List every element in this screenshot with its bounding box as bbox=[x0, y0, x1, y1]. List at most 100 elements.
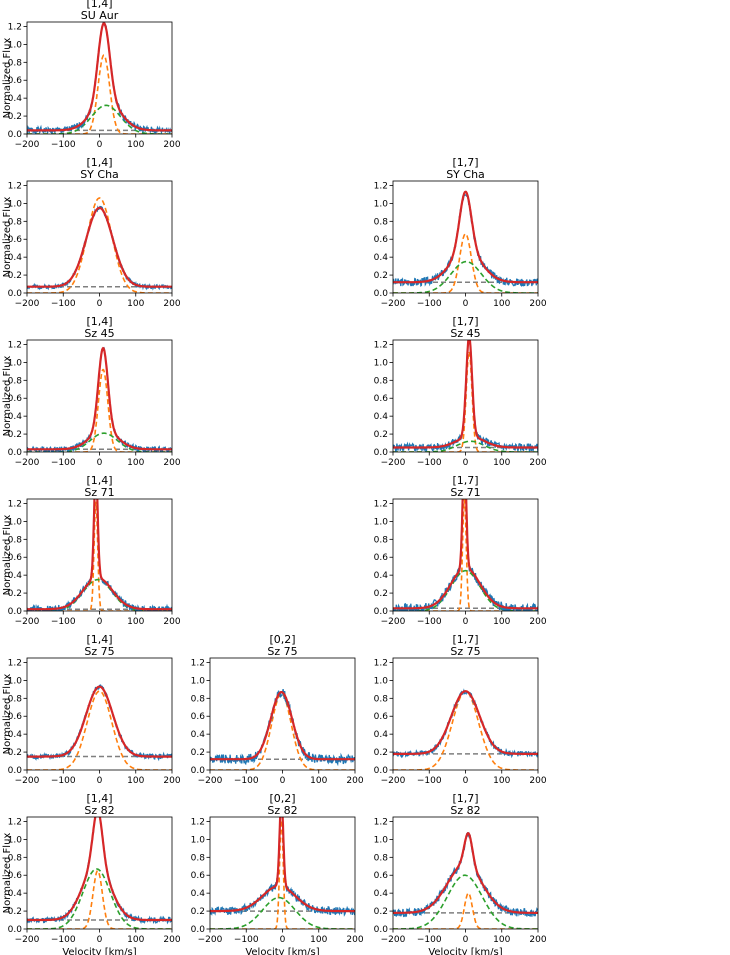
subplot-title: [1,4] bbox=[86, 315, 112, 328]
total-fit-line bbox=[393, 340, 538, 449]
y-axis-label: Normalized Flux bbox=[2, 197, 13, 278]
subplot-10: [1,4]Sz 82 −200 −100 0 100 200 0.0 0.2 0.4 0.6 0.8… bbox=[2, 792, 181, 955]
subplot-title: [0,2] bbox=[269, 633, 295, 646]
x-axis-label: Velocity [km/s] bbox=[245, 947, 319, 955]
broad-component bbox=[393, 569, 538, 611]
y-tick-label: 0.8 bbox=[8, 376, 23, 386]
y-tick-label: 0.4 bbox=[8, 889, 23, 899]
x-tick-label: 100 bbox=[127, 140, 144, 150]
x-tick-label: −200 bbox=[15, 935, 40, 945]
total-fit-line bbox=[210, 691, 355, 761]
y-tick-label: 0.2 bbox=[374, 748, 388, 758]
y-tick-label: 0.0 bbox=[8, 289, 23, 299]
subplot-1: [1,4]SY Cha −200 −100 0 100 200 0.0 0.2 0.4 0.6 0.… bbox=[2, 156, 181, 309]
subplot-object-name: Sz 82 bbox=[450, 804, 480, 817]
subplot-object-name: Sz 75 bbox=[267, 645, 297, 658]
x-tick-label: 200 bbox=[163, 776, 180, 786]
x-tick-label: −200 bbox=[198, 935, 223, 945]
y-tick-label: 1.0 bbox=[8, 676, 23, 686]
total-fit-line bbox=[27, 206, 172, 288]
y-tick-label: 1.0 bbox=[374, 676, 389, 686]
x-tick-label: −100 bbox=[234, 935, 259, 945]
y-tick-label: 0.0 bbox=[191, 925, 206, 935]
y-tick-label: 0.8 bbox=[8, 853, 23, 863]
x-tick-label: 0 bbox=[97, 776, 103, 786]
x-tick-label: 0 bbox=[97, 617, 103, 627]
y-tick-label: 0.4 bbox=[374, 730, 389, 740]
total-fit-line bbox=[393, 690, 538, 755]
x-tick-label: 200 bbox=[346, 935, 363, 945]
y-tick-label: 0.2 bbox=[8, 589, 22, 599]
y-tick-label: 0.0 bbox=[8, 607, 23, 617]
total-fit-line bbox=[27, 499, 172, 611]
y-tick-label: 0.8 bbox=[191, 694, 206, 704]
x-tick-label: 100 bbox=[127, 776, 144, 786]
y-tick-label: 0.8 bbox=[8, 535, 23, 545]
x-tick-label: −100 bbox=[51, 776, 76, 786]
y-tick-label: 0.0 bbox=[191, 766, 206, 776]
x-tick-label: −100 bbox=[417, 776, 442, 786]
subplot-object-name: Sz 75 bbox=[450, 645, 480, 658]
y-tick-label: 0.0 bbox=[374, 448, 389, 458]
x-tick-label: 200 bbox=[163, 617, 180, 627]
y-tick-label: 1.2 bbox=[8, 340, 22, 350]
y-tick-label: 0.6 bbox=[8, 76, 23, 86]
y-tick-label: 0.2 bbox=[8, 112, 22, 122]
x-tick-label: 0 bbox=[280, 776, 286, 786]
subplot-title: [1,7] bbox=[452, 633, 478, 646]
observed-spectrum bbox=[210, 688, 355, 767]
plot-area bbox=[393, 831, 538, 929]
x-tick-label: −200 bbox=[381, 458, 406, 468]
subplot-6: [1,7]Sz 71 −200 −100 0 100 200 0.0 0.2 0.4 0.6 0.8… bbox=[374, 474, 547, 627]
x-tick-label: −200 bbox=[15, 299, 40, 309]
subplot-title: [1,4] bbox=[86, 633, 112, 646]
subplot-11: [0,2]Sz 82 −200 −100 0 100 200 0.0 0.2 0.4 0.6 0.8… bbox=[191, 792, 364, 955]
plot-area bbox=[27, 346, 172, 452]
total-fit-line bbox=[393, 190, 538, 284]
y-tick-label: 1.2 bbox=[8, 499, 22, 509]
subplot-object-name: Sz 71 bbox=[84, 486, 114, 499]
total-fit-line bbox=[27, 685, 172, 758]
y-tick-label: 0.0 bbox=[374, 766, 389, 776]
subplot-object-name: SY Cha bbox=[446, 168, 485, 181]
x-tick-label: −200 bbox=[381, 617, 406, 627]
y-tick-label: 0.2 bbox=[374, 271, 388, 281]
y-tick-label: 0.4 bbox=[8, 412, 23, 422]
broad-component bbox=[27, 104, 172, 134]
subplot-title: [1,7] bbox=[452, 315, 478, 328]
y-tick-label: 1.2 bbox=[374, 181, 388, 191]
x-tick-label: 200 bbox=[163, 935, 180, 945]
x-tick-label: 0 bbox=[463, 776, 469, 786]
y-tick-label: 0.6 bbox=[8, 712, 23, 722]
y-tick-label: 1.2 bbox=[374, 340, 388, 350]
y-tick-label: 0.8 bbox=[374, 853, 389, 863]
y-tick-label: 0.4 bbox=[374, 412, 389, 422]
y-tick-label: 0.2 bbox=[374, 907, 388, 917]
total-fit-line bbox=[393, 832, 538, 914]
y-tick-label: 0.0 bbox=[8, 766, 23, 776]
x-tick-label: 200 bbox=[163, 458, 180, 468]
total-fit-line bbox=[393, 499, 538, 610]
observed-spectrum bbox=[27, 684, 172, 762]
y-tick-label: 0.6 bbox=[8, 871, 23, 881]
subplot-object-name: Sz 45 bbox=[84, 327, 114, 340]
y-tick-label: 0.2 bbox=[374, 430, 388, 440]
y-tick-label: 1.2 bbox=[191, 658, 205, 668]
observed-spectrum bbox=[393, 193, 538, 288]
y-tick-label: 1.2 bbox=[374, 658, 388, 668]
observed-spectrum bbox=[27, 205, 172, 291]
y-tick-label: 0.0 bbox=[374, 925, 389, 935]
total-fit-line bbox=[27, 817, 172, 922]
subplot-title: [1,4] bbox=[86, 156, 112, 169]
plot-area bbox=[27, 817, 172, 929]
x-tick-label: −200 bbox=[381, 299, 406, 309]
narrow-component bbox=[27, 54, 172, 134]
x-tick-label: 100 bbox=[493, 617, 510, 627]
x-tick-label: 0 bbox=[280, 935, 286, 945]
y-tick-label: 1.0 bbox=[8, 835, 23, 845]
y-tick-label: 0.6 bbox=[191, 712, 206, 722]
y-tick-label: 0.6 bbox=[191, 871, 206, 881]
narrow-component bbox=[27, 690, 172, 770]
axes-frame bbox=[26, 339, 173, 453]
y-tick-label: 0.0 bbox=[8, 925, 23, 935]
